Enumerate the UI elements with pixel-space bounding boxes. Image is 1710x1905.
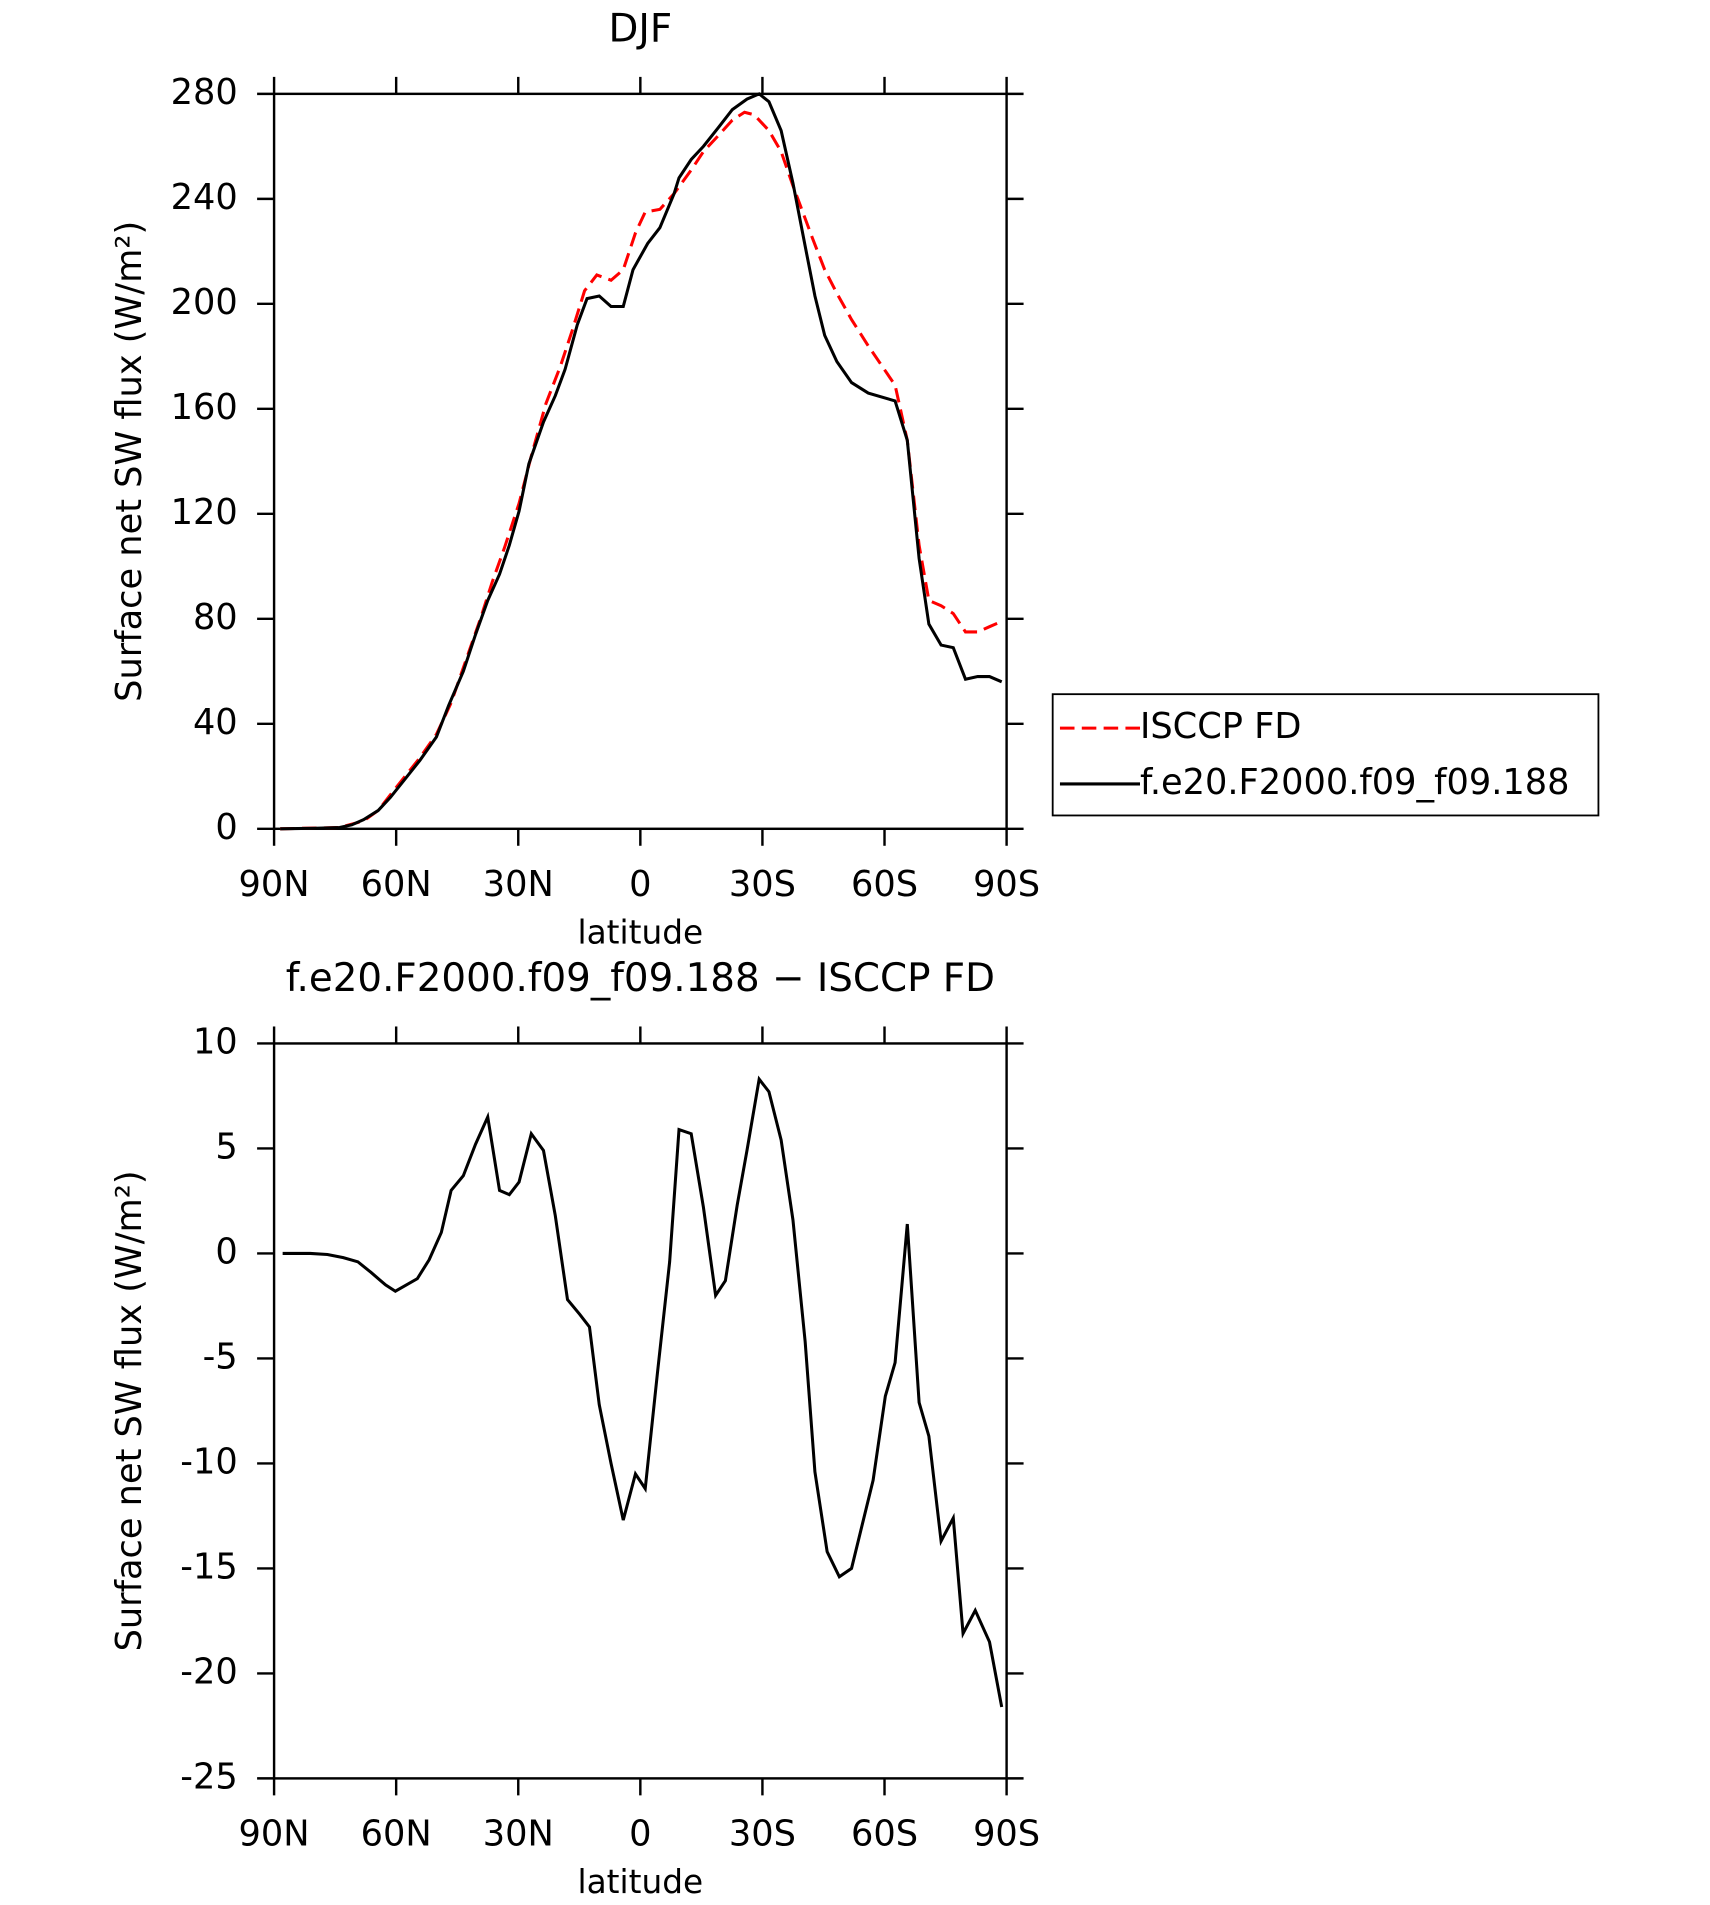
y-tick-label: -15 [180, 1546, 237, 1587]
y-tick-label: -25 [180, 1756, 237, 1797]
y-tick-label: 280 [171, 72, 238, 113]
x-tick-label: 60S [851, 864, 918, 905]
x-tick-label: 90N [239, 864, 310, 905]
plot: DJF 0 40 80 120 160 200 240 280 90N 60N 30N 0 30S 60S 9… [109, 6, 1600, 951]
chart-title: f.e20.F2000.f09_f09.188 − ISCCP FD [286, 956, 995, 1001]
y-tick-label: -20 [180, 1651, 237, 1692]
y-axis-label: Surface net SW flux (W/m²) [109, 221, 150, 702]
y-tick-label: 10 [193, 1021, 238, 1062]
y-tick-label: -5 [203, 1336, 238, 1377]
y-tick-label: 240 [171, 177, 238, 218]
x-tick-label: 0 [629, 1813, 651, 1854]
y-tick-label: -10 [180, 1441, 237, 1482]
y-tick-label: 80 [193, 597, 238, 638]
y-axis-label: Surface net SW flux (W/m²) [109, 1170, 150, 1651]
x-axis-label: latitude [578, 913, 704, 951]
data-line [280, 110, 1003, 831]
x-tick-label: 60N [361, 1813, 432, 1854]
x-tick-label: 90N [239, 1813, 310, 1854]
x-tick-label: 30S [729, 864, 796, 905]
legend-label: ISCCP FD [1140, 706, 1301, 747]
x-tick-label: 0 [629, 864, 651, 905]
x-tick-label: 30N [483, 864, 554, 905]
data-line [280, 92, 1003, 831]
plot: f.e20.F2000.f09_f09.188 − ISCCP FD -25 -20… [109, 956, 1040, 1901]
y-tick-label: 120 [171, 492, 238, 533]
y-tick-label: 0 [215, 807, 237, 848]
x-tick-label: 30S [729, 1813, 796, 1854]
legend-label: f.e20.F2000.f09_f09.188 [1140, 762, 1569, 803]
y-tick-label: 0 [215, 1231, 237, 1272]
x-tick-label: 90S [973, 1813, 1040, 1854]
x-tick-label: 60S [851, 1813, 918, 1854]
y-tick-label: 160 [171, 387, 238, 428]
y-tick-label: 5 [215, 1126, 237, 1167]
plot-frame [272, 92, 1008, 831]
chart-title: DJF [609, 6, 673, 51]
x-axis-label: latitude [578, 1863, 704, 1901]
x-tick-label: 90S [973, 864, 1040, 905]
legend-box [1051, 693, 1600, 817]
x-tick-label: 30N [483, 1813, 554, 1854]
y-tick-label: 200 [171, 282, 238, 323]
x-tick-label: 60N [361, 864, 432, 905]
y-tick-label: 40 [193, 702, 238, 743]
plot-frame [272, 1042, 1008, 1780]
data-line [282, 1075, 1004, 1708]
